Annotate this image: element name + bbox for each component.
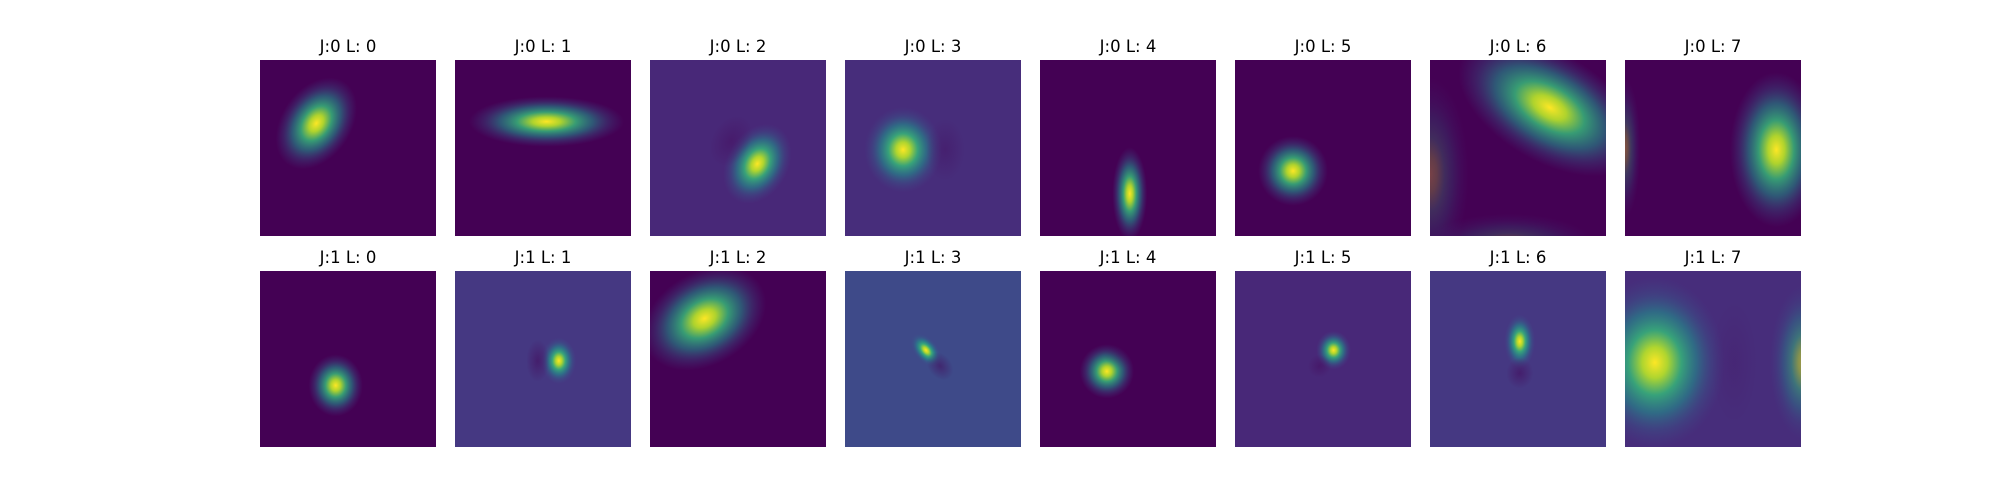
panel-title: J:0 L: 1: [514, 37, 572, 56]
heatmap-image: [1430, 60, 1606, 236]
heatmap-peak: [1258, 136, 1328, 206]
panel-title: J:1 L: 5: [1294, 248, 1352, 267]
panel-title: J:0 L: 7: [1684, 37, 1742, 56]
panel-title: J:0 L: 6: [1489, 37, 1547, 56]
panel-j0-l5: J:0 L: 5: [1235, 37, 1411, 236]
heatmap-image: [1040, 60, 1216, 236]
panel-title: J:1 L: 2: [709, 248, 767, 267]
heatmap-trough: [1103, 338, 1135, 370]
heatmap-trough: [709, 115, 753, 167]
heatmap-image: [1235, 60, 1411, 236]
heatmap-trough: [926, 352, 954, 381]
heatmap-trough: [1710, 300, 1758, 425]
panel-title: J:1 L: 4: [1099, 248, 1157, 267]
panel-j1-l1: J:1 L: 1: [455, 248, 631, 447]
panel-j1-l0: J:1 L: 0: [260, 248, 436, 447]
heatmap-image: [455, 271, 631, 447]
heatmap-peak: [1504, 314, 1536, 369]
panel-title: J:1 L: 7: [1684, 248, 1742, 267]
panel-j1-l4: J:1 L: 4: [1040, 248, 1216, 447]
heatmap-peak: [541, 337, 577, 384]
panel-j0-l4: J:0 L: 4: [1040, 37, 1216, 236]
panel-j0-l6: J:0 L: 6: [1430, 37, 1606, 236]
heatmap-image: [1235, 271, 1411, 447]
panel-title: J:0 L: 2: [709, 37, 767, 56]
heatmap-image: [455, 60, 631, 236]
heatmap-peak: [864, 107, 942, 193]
heatmap-peak: [1430, 213, 1591, 236]
heatmap-image: [1040, 271, 1216, 447]
heatmap-trough: [526, 339, 550, 383]
panel-j1-l2: J:1 L: 2: [650, 248, 826, 447]
panel-title: J:1 L: 0: [319, 248, 377, 267]
heatmap-image: [260, 60, 436, 236]
panel-j0-l1: J:0 L: 1: [455, 37, 631, 236]
heatmap-image: [1625, 60, 1801, 236]
panel-title: J:0 L: 3: [904, 37, 962, 56]
heatmap-background: [455, 60, 631, 236]
heatmap-peak: [1458, 60, 1606, 177]
heatmap-image: [650, 60, 826, 236]
heatmap-peak: [1769, 285, 1801, 440]
panel-j0-l2: J:0 L: 2: [650, 37, 826, 236]
panel-title: J:1 L: 3: [904, 248, 962, 267]
panel-j0-l7: J:0 L: 7: [1625, 37, 1801, 236]
heatmap-image: [845, 271, 1021, 447]
heatmap-peak: [469, 96, 624, 147]
heatmap-peak: [1729, 72, 1801, 228]
panels-group: J:0 L: 0 J:0 L: 1 J:0 L: 2 J:0 L: 3 J:0 L: 4…: [260, 37, 1801, 447]
panel-j1-l3: J:1 L: 3: [845, 248, 1021, 447]
panel-title: J:0 L: 4: [1099, 37, 1157, 56]
heatmap-image: [650, 271, 826, 447]
heatmap-image: [1625, 271, 1801, 447]
panel-title: J:1 L: 1: [514, 248, 572, 267]
heatmap-peak: [1112, 147, 1148, 236]
heatmap-trough: [1307, 354, 1332, 378]
heatmap-peak: [650, 271, 767, 371]
panel-j0-l0: J:0 L: 0: [260, 37, 436, 236]
panel-j1-l5: J:1 L: 5: [1235, 248, 1411, 447]
heatmap-peak: [1625, 277, 1725, 447]
heatmap-peak: [1430, 77, 1469, 236]
heatmap-peak: [1625, 78, 1641, 218]
panel-title: J:0 L: 0: [319, 37, 377, 56]
panel-title: J:1 L: 6: [1489, 248, 1547, 267]
heatmap-peak: [308, 354, 363, 417]
heatmap-image: [260, 271, 436, 447]
panel-j1-l6: J:1 L: 6: [1430, 248, 1606, 447]
heatmap-peak: [275, 77, 357, 170]
heatmap-trough: [1506, 357, 1534, 389]
panel-j1-l7: J:1 L: 7: [1625, 248, 1801, 447]
heatmap-trough: [925, 118, 965, 181]
heatmap-image: [845, 60, 1021, 236]
heatmap-image: [1430, 271, 1606, 447]
heatmap-background: [1235, 60, 1411, 236]
panel-j0-l3: J:0 L: 3: [845, 37, 1021, 236]
panel-title: J:0 L: 5: [1294, 37, 1352, 56]
